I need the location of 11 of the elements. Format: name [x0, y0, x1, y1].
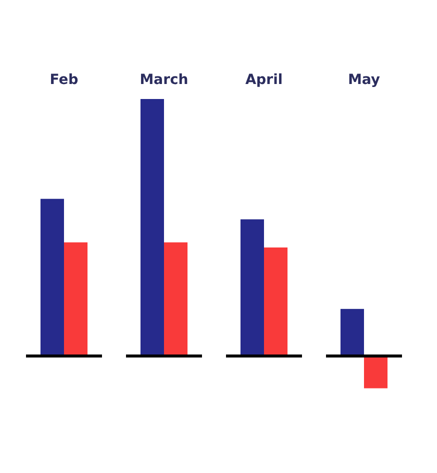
x-tick-label: April [245, 72, 283, 88]
bar [64, 242, 88, 355]
bar [164, 242, 188, 355]
bar [240, 219, 264, 355]
x-tick-label: Feb [50, 72, 78, 88]
bar [264, 247, 288, 355]
bar [340, 308, 364, 355]
bar [140, 99, 164, 355]
x-tick-label: March [140, 72, 188, 88]
bar [40, 198, 64, 355]
x-tick-label: May [348, 72, 380, 88]
